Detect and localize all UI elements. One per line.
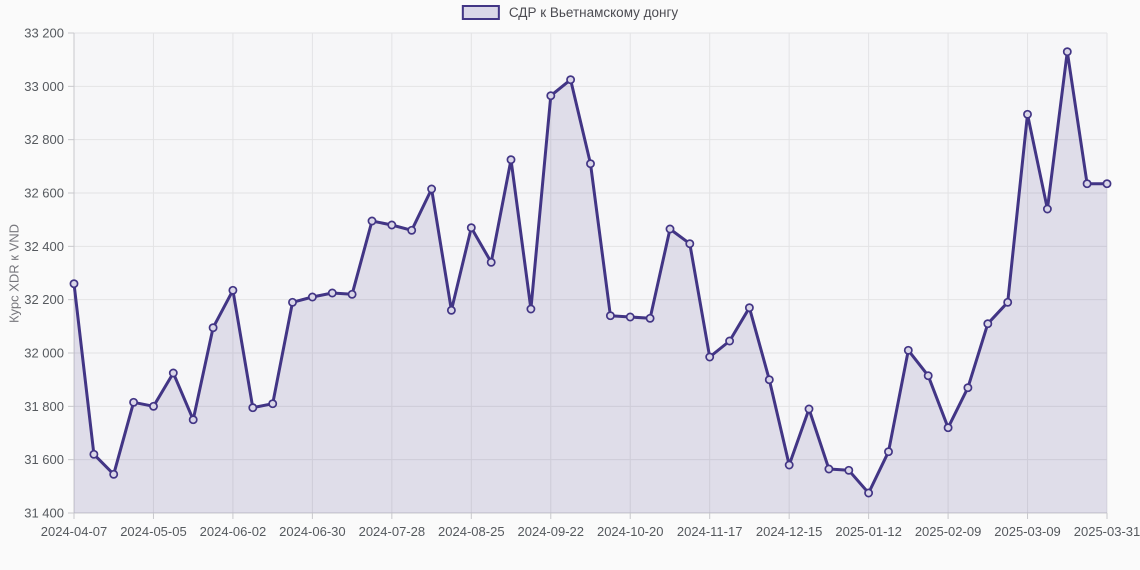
x-tick-label: 2024-10-20 [597,524,664,539]
data-point-marker[interactable] [665,224,675,234]
data-point-marker[interactable] [268,399,278,409]
legend-swatch-icon [461,5,500,20]
x-tick-label: 2024-06-02 [200,524,267,539]
y-tick-label: 31 800 [24,399,64,414]
data-point-marker[interactable] [645,313,655,323]
data-point-marker[interactable] [943,423,953,433]
data-point-marker[interactable] [546,91,556,101]
data-point-marker[interactable] [69,279,79,289]
data-point-marker[interactable] [168,368,178,378]
data-point-marker[interactable] [288,297,297,307]
data-point-marker[interactable] [725,336,735,346]
x-tick-label: 2025-01-12 [835,524,902,539]
y-tick-label: 33 200 [24,26,64,41]
data-point-marker[interactable] [983,319,993,329]
data-point-marker[interactable] [248,403,258,413]
data-point-marker[interactable] [1042,204,1052,214]
x-tick-label: 2024-04-07 [41,524,108,539]
x-tick-label: 2024-11-17 [677,524,743,539]
x-tick-label: 2024-06-30 [279,524,346,539]
data-point-marker[interactable] [446,305,456,315]
data-point-marker[interactable] [486,257,496,267]
legend-series-label: СДР к Вьетнамскому донгу [508,5,679,20]
y-tick-label: 32 600 [24,186,64,201]
data-point-marker[interactable] [387,220,397,230]
data-point-marker[interactable] [685,239,695,249]
data-point-marker[interactable] [1082,179,1092,189]
data-point-marker[interactable] [526,304,536,314]
data-point-marker[interactable] [307,292,317,302]
data-point-marker[interactable] [963,383,973,393]
data-point-marker[interactable] [625,312,635,322]
data-point-marker[interactable] [89,449,99,459]
x-tick-label: 2025-03-09 [994,524,1061,539]
data-point-marker[interactable] [804,404,814,414]
data-point-marker[interactable] [1023,109,1032,119]
data-point-marker[interactable] [884,447,893,457]
y-tick-label: 32 200 [24,292,64,307]
y-tick-label: 32 000 [24,346,64,361]
data-point-marker[interactable] [824,464,834,474]
data-point-marker[interactable] [228,285,238,295]
data-point-marker[interactable] [784,460,794,470]
data-point-marker[interactable] [1102,179,1112,189]
data-point-marker[interactable] [149,401,158,411]
y-tick-label: 32 800 [24,132,64,147]
chart-legend[interactable]: СДР к Вьетнамскому донгу [461,5,679,20]
x-tick-label: 2024-12-15 [756,524,823,539]
x-tick-label: 2024-09-22 [518,524,585,539]
data-point-marker[interactable] [705,352,715,362]
data-point-marker[interactable] [744,303,754,313]
data-point-marker[interactable] [109,469,119,479]
x-tick-label: 2024-08-25 [438,524,505,539]
data-point-marker[interactable] [466,223,476,233]
y-tick-label: 31 400 [24,506,64,521]
data-point-marker[interactable] [844,465,854,475]
data-point-marker[interactable] [506,155,516,165]
series-area [74,51,1107,513]
data-point-marker[interactable] [1062,47,1072,57]
data-point-marker[interactable] [129,397,139,407]
data-point-marker[interactable] [586,159,595,169]
data-point-marker[interactable] [605,311,615,321]
data-point-marker[interactable] [1003,297,1013,307]
data-point-marker[interactable] [327,288,337,298]
y-axis-title: Курс XDR к VND [6,223,22,324]
data-point-marker[interactable] [407,225,417,235]
data-point-marker[interactable] [188,415,198,425]
x-tick-label: 2025-02-09 [915,524,982,539]
plot-background [74,33,1107,513]
x-tick-label: 2024-05-05 [120,524,187,539]
y-tick-label: 31 600 [24,452,64,467]
data-point-marker[interactable] [903,345,913,355]
data-point-marker[interactable] [764,375,774,385]
data-point-marker[interactable] [208,323,218,333]
data-point-marker[interactable] [923,371,933,381]
data-point-marker[interactable] [347,289,357,299]
x-tick-label: 2025-03-31 [1074,524,1140,539]
data-point-marker[interactable] [367,216,377,226]
x-tick-label: 2024-07-28 [359,524,426,539]
y-tick-label: 32 400 [24,239,64,254]
y-tick-label: 33 000 [24,79,64,94]
data-point-marker[interactable] [864,488,874,498]
data-point-marker[interactable] [427,184,437,194]
data-point-marker[interactable] [566,75,576,85]
